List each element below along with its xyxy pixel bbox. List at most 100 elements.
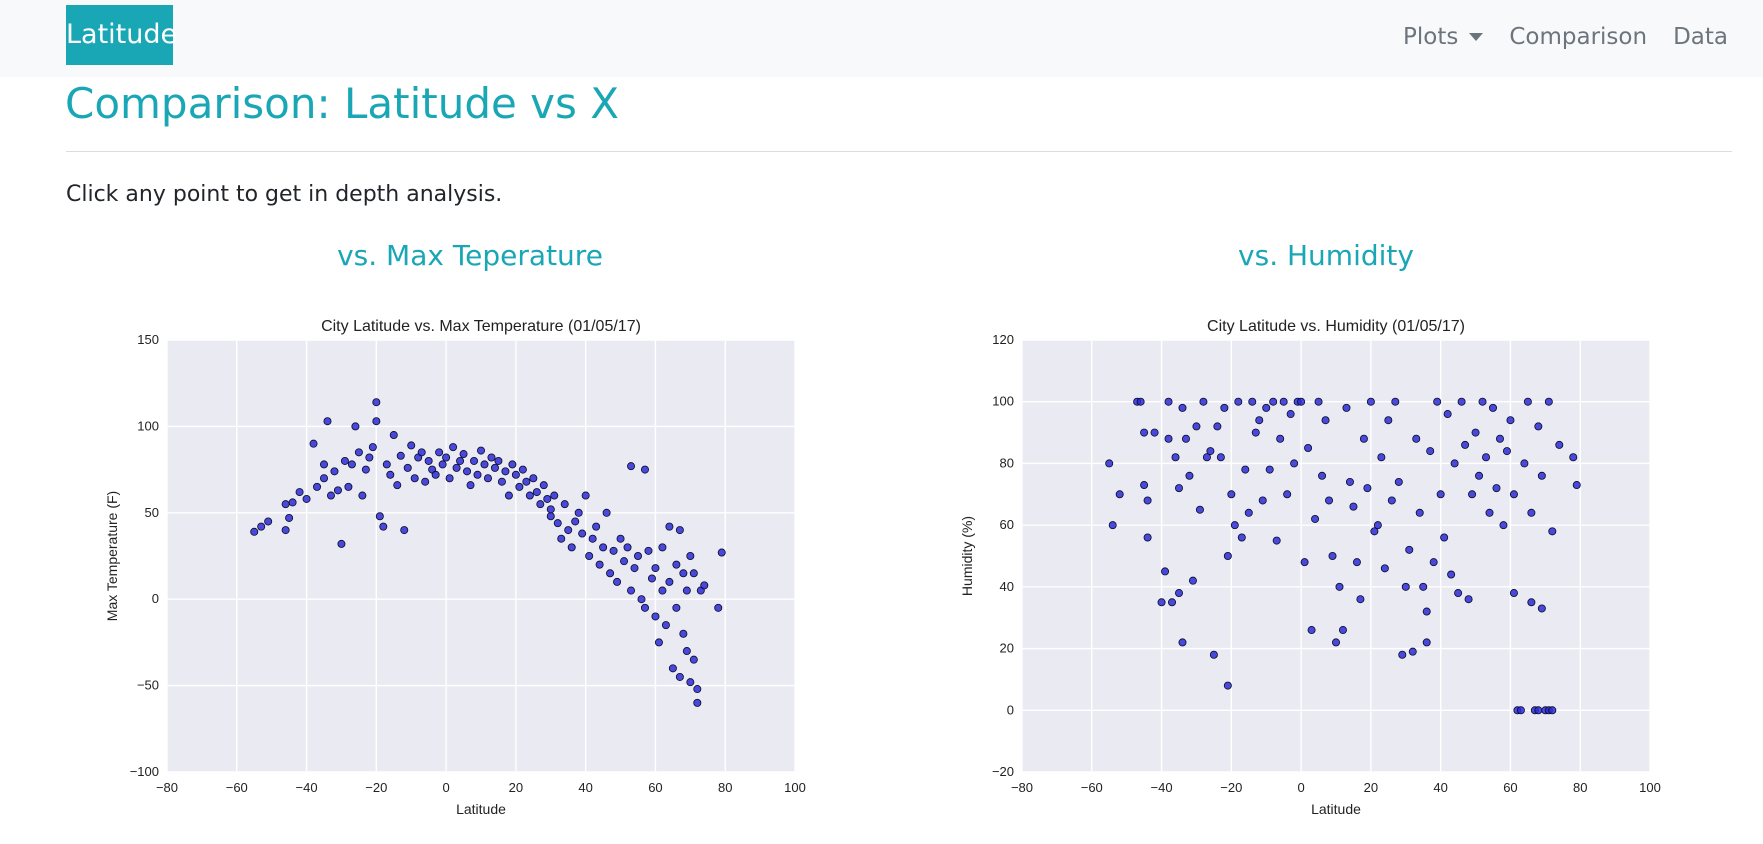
data-point[interactable] <box>1387 496 1396 505</box>
data-point[interactable] <box>588 534 597 543</box>
data-point[interactable] <box>1384 416 1393 425</box>
data-point[interactable] <box>647 574 656 583</box>
data-point[interactable] <box>1359 434 1368 443</box>
data-point[interactable] <box>1157 598 1166 607</box>
data-point[interactable] <box>386 470 395 479</box>
data-point[interactable] <box>1237 533 1246 542</box>
data-point[interactable] <box>1356 595 1365 604</box>
data-point[interactable] <box>539 481 548 490</box>
data-point[interactable] <box>1244 508 1253 517</box>
data-point[interactable] <box>1269 397 1278 406</box>
data-point[interactable] <box>480 460 489 469</box>
data-point[interactable] <box>1489 403 1498 412</box>
data-point[interactable] <box>295 488 304 497</box>
data-point[interactable] <box>1502 447 1511 456</box>
data-point[interactable] <box>417 448 426 457</box>
data-point[interactable] <box>442 453 451 462</box>
data-point[interactable] <box>714 603 723 612</box>
data-point[interactable] <box>1279 397 1288 406</box>
data-point[interactable] <box>1171 453 1180 462</box>
data-point[interactable] <box>375 512 384 521</box>
data-point[interactable] <box>354 448 363 457</box>
data-point[interactable] <box>1143 533 1152 542</box>
data-point[interactable] <box>393 481 402 490</box>
data-point[interactable] <box>1373 521 1382 530</box>
data-point[interactable] <box>1555 440 1564 449</box>
data-point[interactable] <box>1206 447 1215 456</box>
data-point[interactable] <box>640 603 649 612</box>
data-point[interactable] <box>616 534 625 543</box>
data-point[interactable] <box>1311 514 1320 523</box>
data-point[interactable] <box>1544 397 1553 406</box>
data-point[interactable] <box>372 417 381 426</box>
data-point[interactable] <box>421 477 430 486</box>
data-point[interactable] <box>1527 598 1536 607</box>
data-point[interactable] <box>1569 453 1578 462</box>
data-point[interactable] <box>319 474 328 483</box>
data-point[interactable] <box>1412 434 1421 443</box>
data-point[interactable] <box>1297 397 1306 406</box>
data-point[interactable] <box>1436 490 1445 499</box>
data-point[interactable] <box>1209 650 1218 659</box>
data-point[interactable] <box>1450 459 1459 468</box>
data-point[interactable] <box>1495 434 1504 443</box>
data-point[interactable] <box>693 698 702 707</box>
data-point[interactable] <box>1213 422 1222 431</box>
data-point[interactable] <box>679 629 688 638</box>
data-point[interactable] <box>326 491 335 500</box>
data-point[interactable] <box>501 467 510 476</box>
data-point[interactable] <box>323 417 332 426</box>
data-point[interactable] <box>281 526 290 535</box>
data-point[interactable] <box>337 539 346 548</box>
data-point[interactable] <box>644 546 653 555</box>
data-point[interactable] <box>623 543 632 552</box>
data-point[interactable] <box>1140 481 1149 490</box>
data-point[interactable] <box>382 460 391 469</box>
data-point[interactable] <box>1537 604 1546 613</box>
data-point[interactable] <box>532 488 541 497</box>
data-point[interactable] <box>313 482 322 491</box>
data-point[interactable] <box>1230 521 1239 530</box>
data-point[interactable] <box>518 465 527 474</box>
data-point[interactable] <box>1394 477 1403 486</box>
data-point[interactable] <box>1527 508 1536 517</box>
data-point[interactable] <box>1300 558 1309 567</box>
data-point[interactable] <box>1136 397 1145 406</box>
data-point[interactable] <box>407 441 416 450</box>
data-point[interactable] <box>1188 576 1197 585</box>
data-point[interactable] <box>689 655 698 664</box>
data-point[interactable] <box>1181 434 1190 443</box>
data-point[interactable] <box>522 477 531 486</box>
data-point[interactable] <box>592 522 601 531</box>
data-point[interactable] <box>257 522 266 531</box>
data-point[interactable] <box>473 470 482 479</box>
data-point[interactable] <box>1108 521 1117 530</box>
data-point[interactable] <box>679 569 688 578</box>
data-point[interactable] <box>1307 626 1316 635</box>
data-point[interactable] <box>1534 706 1543 715</box>
data-point[interactable] <box>672 603 681 612</box>
data-point[interactable] <box>264 517 273 526</box>
max-temp-scatter-chart[interactable]: −80 −60 −40 −20 0 20 40 60 80 100 −100 −50 0 50 100 150… <box>90 310 810 820</box>
data-point[interactable] <box>1468 490 1477 499</box>
data-point[interactable] <box>1419 582 1428 591</box>
data-point[interactable] <box>627 586 636 595</box>
data-point[interactable] <box>1234 397 1243 406</box>
data-point[interactable] <box>637 595 646 604</box>
data-point[interactable] <box>606 569 615 578</box>
data-point[interactable] <box>1318 471 1327 480</box>
data-point[interactable] <box>1314 397 1323 406</box>
data-point[interactable] <box>1363 484 1372 493</box>
data-point[interactable] <box>410 474 419 483</box>
data-point[interactable] <box>682 647 691 656</box>
data-point[interactable] <box>1195 505 1204 514</box>
data-point[interactable] <box>358 491 367 500</box>
data-point[interactable] <box>347 460 356 469</box>
data-point[interactable] <box>483 474 492 483</box>
data-point[interactable] <box>658 586 667 595</box>
data-point[interactable] <box>1443 410 1452 419</box>
data-point[interactable] <box>1461 440 1470 449</box>
data-point[interactable] <box>546 505 555 514</box>
data-point[interactable] <box>379 522 388 531</box>
data-point[interactable] <box>1433 397 1442 406</box>
